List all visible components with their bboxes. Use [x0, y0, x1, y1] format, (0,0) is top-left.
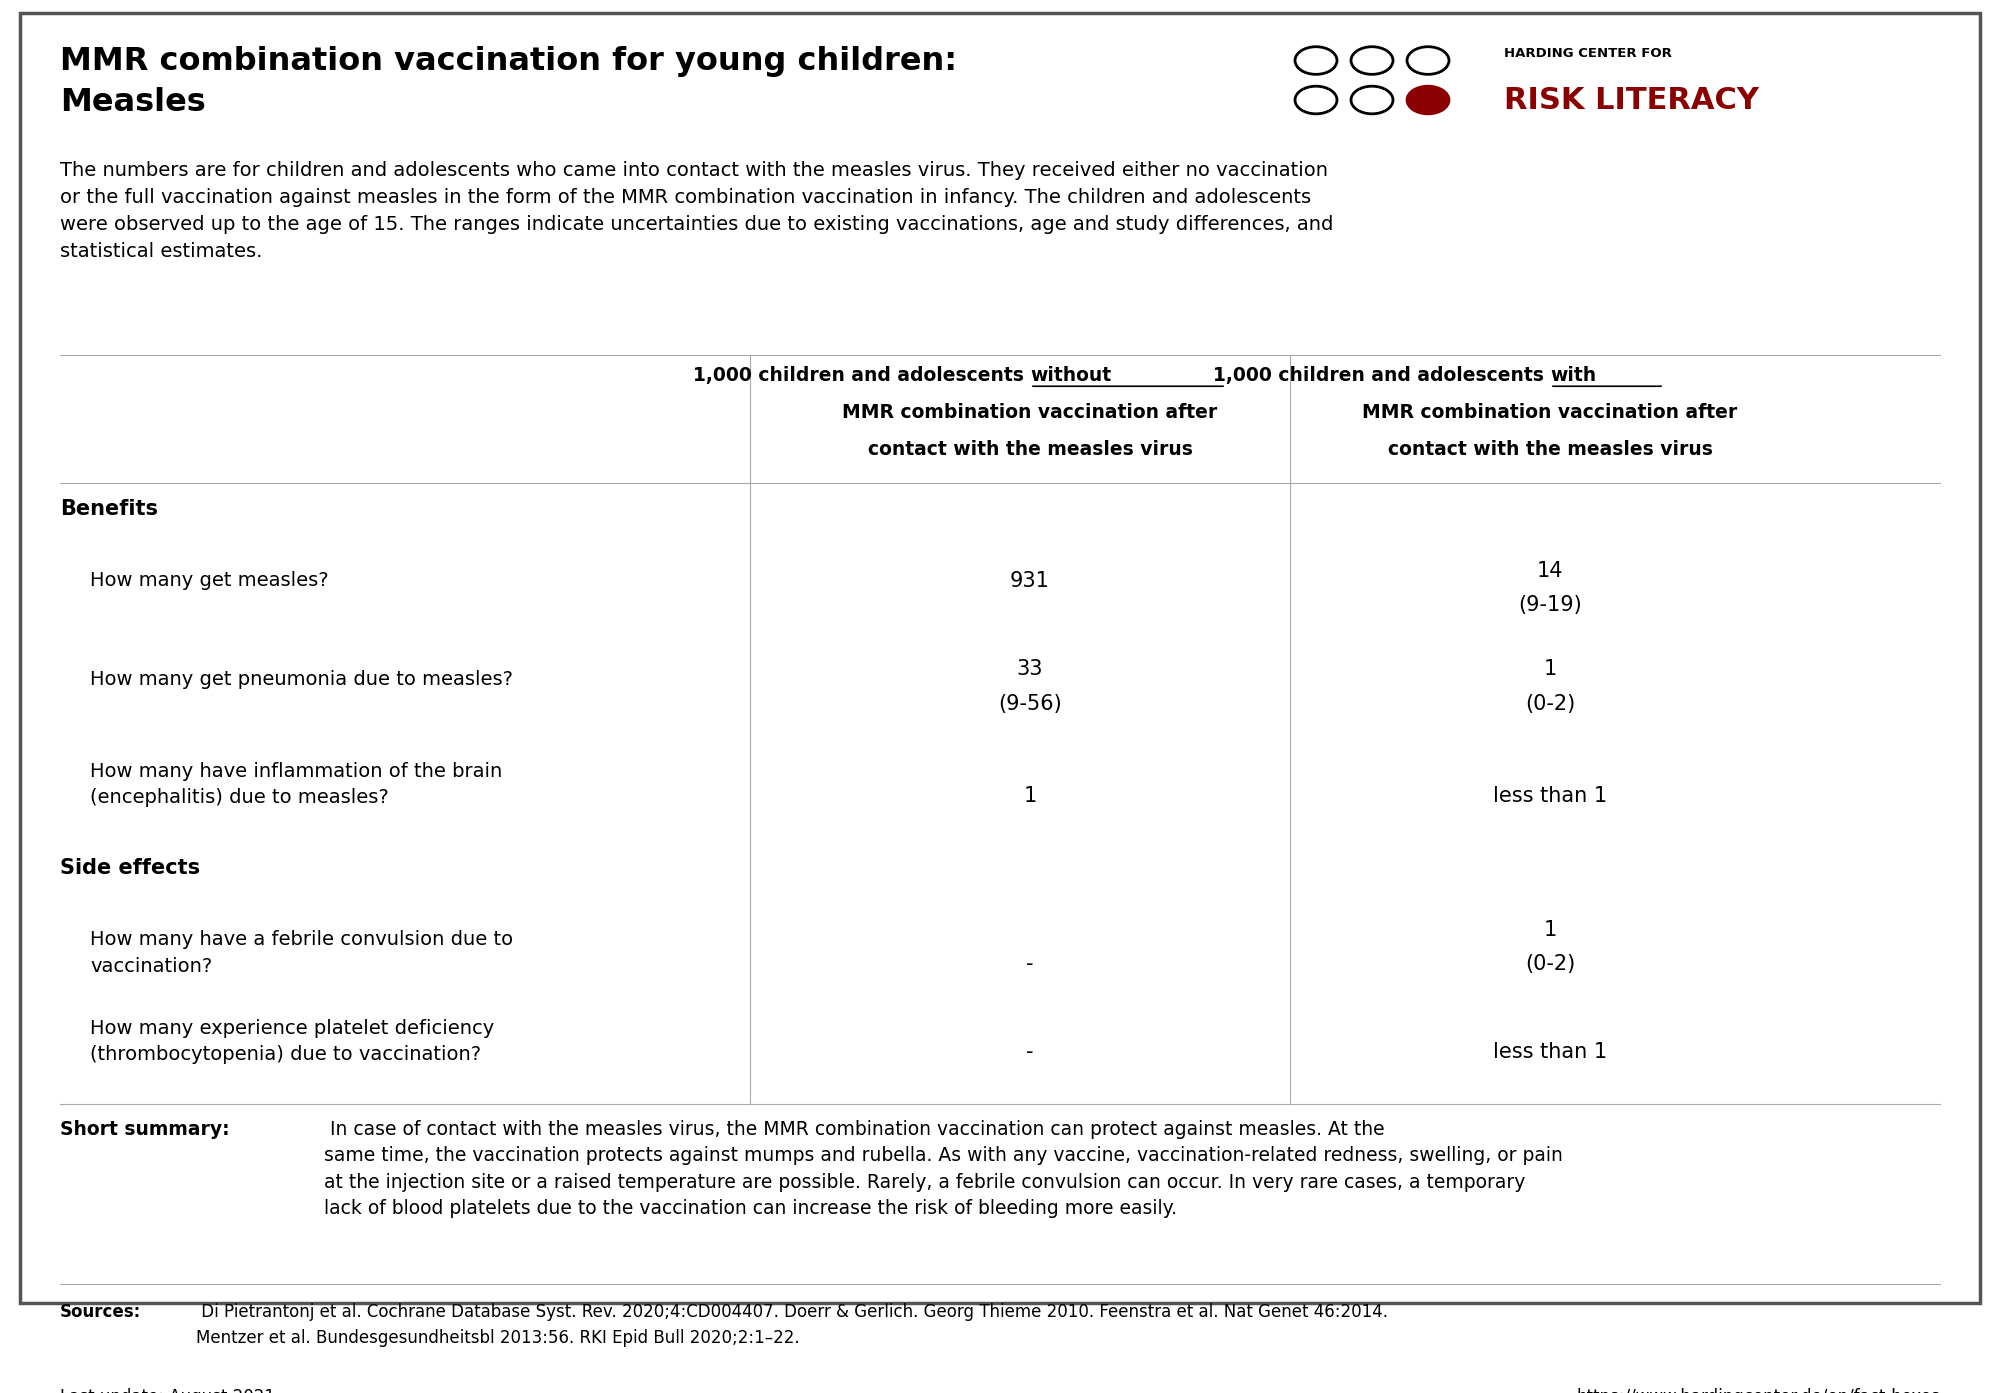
Text: Short summary:: Short summary:: [60, 1120, 230, 1139]
Text: less than 1: less than 1: [1492, 1042, 1608, 1063]
Text: https://www.hardingcenter.de/en/fact-boxes: https://www.hardingcenter.de/en/fact-box…: [1576, 1389, 1940, 1393]
Text: Last update: August 2021: Last update: August 2021: [60, 1389, 276, 1393]
Text: Sources:: Sources:: [60, 1302, 142, 1321]
Text: (9-19): (9-19): [1518, 595, 1582, 614]
Text: -: -: [1026, 1042, 1034, 1063]
FancyBboxPatch shape: [20, 13, 1980, 1302]
Text: 1: 1: [1544, 659, 1556, 680]
Text: How many get measles?: How many get measles?: [90, 571, 328, 591]
Text: 33: 33: [1016, 659, 1044, 680]
Text: How many have a febrile convulsion due to
vaccination?: How many have a febrile convulsion due t…: [90, 931, 514, 976]
Text: 1,000 children and adolescents: 1,000 children and adolescents: [692, 366, 1030, 384]
Text: (0-2): (0-2): [1524, 954, 1576, 974]
Text: MMR combination vaccination after: MMR combination vaccination after: [1362, 403, 1738, 422]
Text: (9-56): (9-56): [998, 694, 1062, 713]
Text: RISK LITERACY: RISK LITERACY: [1504, 85, 1758, 114]
Text: 1,000 children and adolescents: 1,000 children and adolescents: [1212, 366, 1550, 384]
Text: The numbers are for children and adolescents who came into contact with the meas: The numbers are for children and adolesc…: [60, 160, 1334, 262]
Text: less than 1: less than 1: [1492, 786, 1608, 805]
Text: MMR combination vaccination after: MMR combination vaccination after: [842, 403, 1218, 422]
Text: Side effects: Side effects: [60, 858, 200, 878]
Text: 1: 1: [1544, 919, 1556, 940]
Text: 1: 1: [1024, 786, 1036, 805]
Circle shape: [1408, 86, 1450, 114]
Text: HARDING CENTER FOR: HARDING CENTER FOR: [1504, 47, 1672, 60]
Text: How many have inflammation of the brain
(encephalitis) due to measles?: How many have inflammation of the brain …: [90, 762, 502, 808]
Text: Benefits: Benefits: [60, 499, 158, 518]
Text: In case of contact with the measles virus, the MMR combination vaccination can p: In case of contact with the measles viru…: [324, 1120, 1562, 1219]
Text: How many experience platelet deficiency
(thrombocytopenia) due to vaccination?: How many experience platelet deficiency …: [90, 1018, 494, 1064]
Text: contact with the measles virus: contact with the measles virus: [1388, 440, 1712, 458]
Text: contact with the measles virus: contact with the measles virus: [868, 440, 1192, 458]
Text: without: without: [1030, 366, 1112, 384]
Text: MMR combination vaccination for young children:
Measles: MMR combination vaccination for young ch…: [60, 46, 958, 117]
Text: (0-2): (0-2): [1524, 694, 1576, 713]
Text: -: -: [1026, 954, 1034, 974]
Text: 931: 931: [1010, 571, 1050, 591]
Text: 14: 14: [1536, 560, 1564, 581]
Text: How many get pneumonia due to measles?: How many get pneumonia due to measles?: [90, 670, 512, 690]
Text: with: with: [1550, 366, 1596, 384]
Text: Di Pietrantonj et al. Cochrane Database Syst. Rev. 2020;4:CD004407. Doerr & Gerl: Di Pietrantonj et al. Cochrane Database …: [196, 1302, 1388, 1347]
